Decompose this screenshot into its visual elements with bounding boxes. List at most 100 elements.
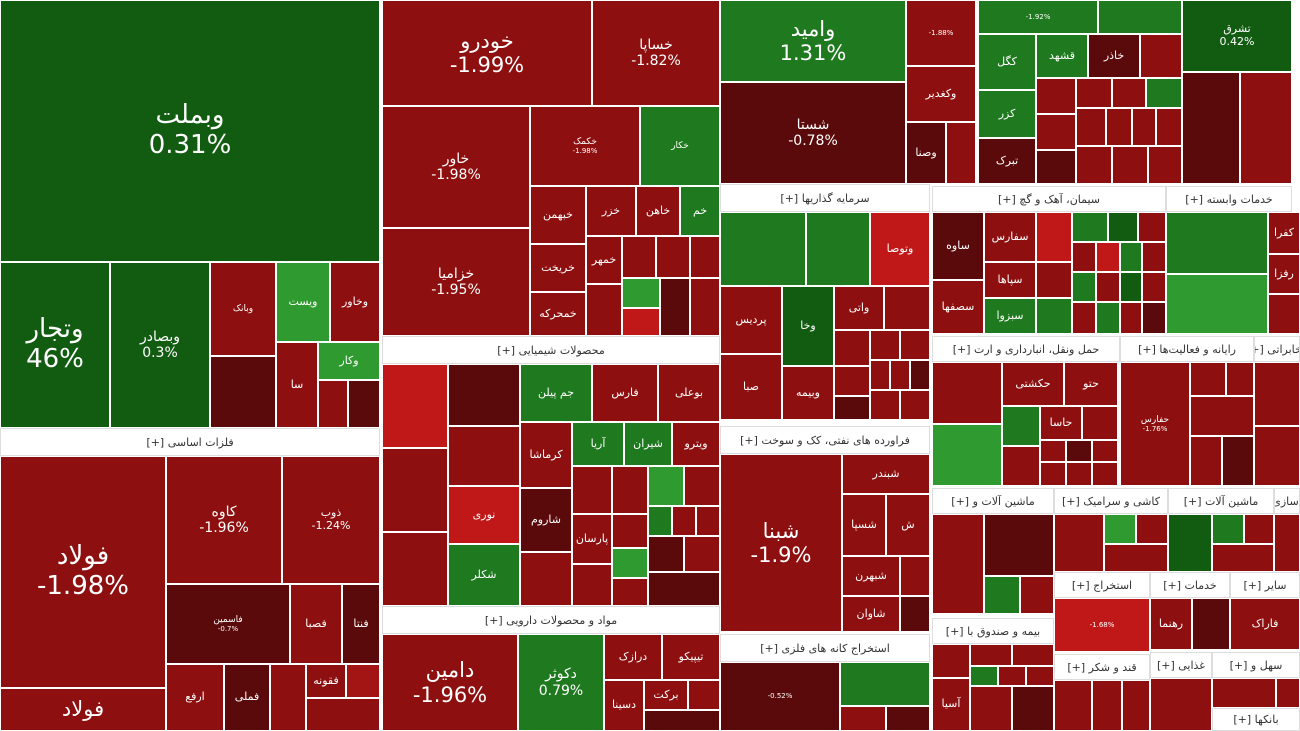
- tile-small[interactable]: [1096, 242, 1120, 272]
- tile-small[interactable]: [1012, 686, 1054, 731]
- tile-small[interactable]: [1002, 446, 1040, 486]
- tile-small[interactable]: [690, 236, 720, 278]
- tile-small[interactable]: [1192, 598, 1230, 650]
- tile-vsaba[interactable]: صبا: [720, 354, 782, 420]
- tile-small[interactable]: [648, 536, 684, 572]
- tile-small-pct[interactable]: -0.52%: [720, 662, 840, 731]
- tile-small[interactable]: [1112, 146, 1148, 184]
- tile-vati[interactable]: واتی: [834, 286, 884, 330]
- tile-vkadir[interactable]: وکغدیر: [906, 66, 976, 122]
- tile-small[interactable]: [1104, 544, 1168, 572]
- tile-small[interactable]: [622, 278, 660, 308]
- tile-small[interactable]: [1168, 514, 1212, 572]
- tile-small[interactable]: [660, 278, 690, 336]
- tile-kshahd[interactable]: قشهد: [1036, 34, 1088, 78]
- tile-shetran[interactable]: ویترو: [672, 422, 720, 466]
- tile-khbahman[interactable]: خبهمن: [530, 186, 586, 244]
- tile-small[interactable]: [1254, 362, 1300, 426]
- tile-small[interactable]: [1076, 108, 1106, 146]
- tile-rfaza[interactable]: رفزا: [1268, 254, 1300, 294]
- tile-small[interactable]: [1142, 272, 1166, 302]
- tile-small[interactable]: [900, 390, 930, 420]
- tile-buali[interactable]: بوعلی: [658, 364, 720, 422]
- tile-small[interactable]: [684, 536, 720, 572]
- tile-kzar[interactable]: کزر: [978, 90, 1036, 138]
- tile-small[interactable]: [382, 364, 448, 448]
- tile-small[interactable]: [1148, 146, 1182, 184]
- tile-khsapa[interactable]: خساپا -1.82%: [592, 0, 720, 106]
- sector-header-software[interactable]: رایانه و فعالیت‌ها [+]: [1120, 336, 1254, 362]
- sector-header-telecom[interactable]: مخابراتی [+]: [1254, 336, 1300, 362]
- tile-small[interactable]: فقونه: [306, 664, 346, 698]
- tile-tbreq[interactable]: تبرک: [978, 138, 1036, 184]
- tile-small[interactable]: [806, 212, 870, 286]
- tile-small[interactable]: [1138, 212, 1166, 242]
- tile-sepaha[interactable]: سپاها: [984, 262, 1036, 298]
- tile-small[interactable]: [1096, 302, 1120, 334]
- tile-shiran[interactable]: شیران: [624, 422, 672, 466]
- tile-small[interactable]: [1190, 362, 1226, 396]
- tile-small[interactable]: [1120, 242, 1142, 272]
- tile-small[interactable]: [946, 122, 976, 184]
- tile-small[interactable]: [1122, 680, 1150, 731]
- tile-small[interactable]: [1040, 462, 1066, 486]
- tile-kegl[interactable]: کگل: [978, 34, 1036, 90]
- sector-header-machinery2[interactable]: ماشین آلات [+]: [1168, 488, 1274, 514]
- tile-small[interactable]: [1072, 272, 1096, 302]
- tile-shasta[interactable]: شستا -0.78%: [720, 82, 906, 184]
- tile-small[interactable]: [1244, 514, 1274, 544]
- tile-small[interactable]: [1182, 72, 1240, 184]
- tile-small[interactable]: [970, 686, 1012, 731]
- sector-header-construction[interactable]: انبوه سازی [+]: [1274, 488, 1300, 514]
- tile-small[interactable]: [1142, 302, 1166, 334]
- tile-vsapa[interactable]: وصنا: [906, 122, 946, 184]
- tile-kharikht[interactable]: خریخت: [530, 244, 586, 292]
- tile-sharom[interactable]: شاروم: [520, 488, 572, 552]
- tile-small[interactable]: [1150, 678, 1212, 731]
- tile-vkar[interactable]: وکار: [318, 342, 380, 380]
- tile-noori[interactable]: نوری: [448, 486, 520, 544]
- tile-small[interactable]: [648, 572, 720, 606]
- sector-header-bank[interactable]: بانکها [+]: [1212, 708, 1300, 731]
- tile-khmehr[interactable]: خمهر: [586, 236, 622, 284]
- tile-small[interactable]: [1066, 462, 1092, 486]
- tile-vbsader[interactable]: وبصادر 0.3%: [110, 262, 210, 428]
- tile-small[interactable]: [1120, 272, 1142, 302]
- tile-dsina[interactable]: دسینا: [604, 680, 644, 731]
- tile-small[interactable]: [696, 506, 720, 536]
- tile-small[interactable]: [586, 284, 622, 336]
- tile-vpardis[interactable]: پردیس: [720, 286, 782, 354]
- tile-jam[interactable]: جم پیلن: [520, 364, 592, 422]
- tile-small[interactable]: [1106, 108, 1132, 146]
- tile-small[interactable]: [884, 286, 930, 330]
- tile-ha-small[interactable]: حفارس -1.76%: [1120, 362, 1190, 486]
- tile-small[interactable]: [932, 424, 1002, 486]
- tile-shavan[interactable]: شاوان: [842, 596, 900, 632]
- tile-small[interactable]: [210, 356, 276, 428]
- tile-small[interactable]: [984, 576, 1020, 614]
- tile-khazamia[interactable]: خزامیا -1.95%: [382, 228, 530, 336]
- tile-tipiko[interactable]: تیپیکو: [662, 634, 720, 680]
- tile-small[interactable]: [1226, 362, 1254, 396]
- tile-small[interactable]: [572, 466, 612, 514]
- tile-small[interactable]: [900, 330, 930, 360]
- tile-khodro[interactable]: خودرو -1.99%: [382, 0, 592, 106]
- tile-sharan[interactable]: شبندر: [842, 454, 930, 494]
- tile-pars[interactable]: فارس: [592, 364, 658, 422]
- tile-vist[interactable]: ویست: [276, 262, 330, 342]
- tile-small[interactable]: [612, 514, 648, 548]
- tile-dkosar[interactable]: دکوثر 0.79%: [518, 634, 604, 731]
- tile-small[interactable]: [1112, 78, 1146, 108]
- sector-header-medical[interactable]: سهل و [+]: [1212, 652, 1300, 678]
- tile-small[interactable]: [1268, 294, 1300, 334]
- tile-small[interactable]: [1254, 426, 1300, 486]
- tile-sesfa[interactable]: سصفها: [932, 280, 984, 334]
- sector-header-chemicals[interactable]: محصولات شیمیایی [+]: [382, 336, 720, 364]
- tile-darou[interactable]: دامین -1.96%: [382, 634, 518, 731]
- tile-small[interactable]: [890, 360, 910, 390]
- tile-small[interactable]: [572, 564, 612, 606]
- tile-small[interactable]: خکار: [640, 106, 720, 186]
- tile-sefars[interactable]: سفارس: [984, 212, 1036, 262]
- tile-kermasha[interactable]: کرماشا: [520, 422, 572, 488]
- tile-small[interactable]: [520, 552, 572, 606]
